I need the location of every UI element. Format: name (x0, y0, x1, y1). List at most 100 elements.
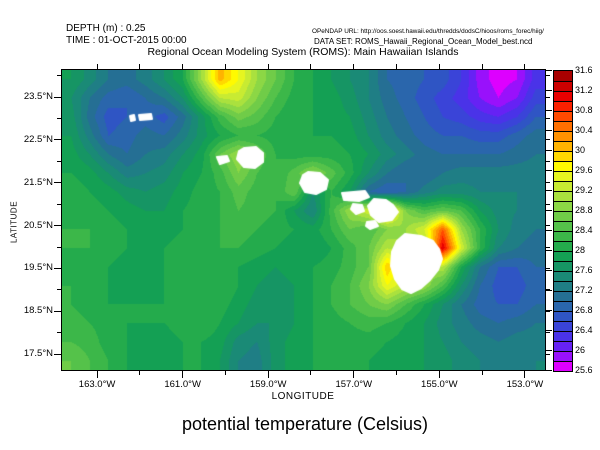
y-minor-tick (57, 117, 61, 119)
colorbar-block (554, 241, 572, 251)
x-major-tick (438, 371, 440, 378)
x-top-tick (267, 64, 269, 69)
colorbar-block (554, 341, 572, 351)
colorbar-tick (546, 209, 552, 211)
y-right-tick (546, 353, 550, 355)
x-minor-tick (481, 371, 483, 375)
x-top-tick (396, 64, 398, 69)
y-right-tick (546, 267, 550, 269)
colorbar-tick (546, 309, 552, 311)
colorbar-block (554, 181, 572, 191)
colorbar-tick (546, 249, 552, 251)
colorbar-tick-label: 28.8 (575, 205, 593, 215)
colorbar-block (554, 211, 572, 221)
colorbar-tick-label: 30.8 (575, 105, 593, 115)
y-major-tick (54, 96, 61, 98)
x-minor-tick (224, 371, 226, 375)
colorbar-block (554, 261, 572, 271)
x-major-tick (182, 371, 184, 378)
colorbar-block (554, 161, 572, 171)
colorbar-tick (546, 349, 552, 351)
colorbar-tick-label: 27.6 (575, 265, 593, 275)
colorbar-tick (546, 109, 552, 111)
x-top-tick (524, 64, 526, 69)
colorbar-block (554, 331, 572, 341)
colorbar-block (554, 111, 572, 121)
x-tick-label: 153.0°W (506, 379, 544, 390)
colorbar-tick-label: 25.6 (575, 365, 593, 375)
x-top-tick (224, 64, 226, 69)
colorbar-block (554, 91, 572, 101)
y-major-tick (54, 225, 61, 227)
x-top-tick (353, 64, 355, 69)
y-tick-label: 21.5°N (23, 176, 53, 188)
x-minor-tick (139, 371, 141, 375)
y-right-tick (546, 203, 550, 205)
y-major-tick (54, 353, 61, 355)
x-tick-label: 161.0°W (164, 379, 201, 390)
x-top-tick (96, 64, 98, 69)
x-top-tick (481, 64, 483, 69)
x-top-tick (310, 64, 312, 69)
colorbar-block (554, 191, 572, 201)
y-right-tick (546, 139, 550, 141)
y-tick-label: 23.5°N (23, 91, 53, 102)
y-tick-label: 20.5°N (23, 219, 53, 231)
x-minor-tick (396, 371, 398, 375)
y-major-tick (54, 267, 61, 269)
colorbar-tick-label: 26.8 (575, 305, 593, 315)
figure-title: Regional Ocean Modeling System (ROMS): M… (147, 46, 459, 58)
colorbar (553, 70, 573, 372)
colorbar-tick-label: 30 (575, 145, 586, 155)
x-major-tick (96, 371, 98, 378)
y-right-tick (546, 310, 550, 312)
colorbar-tick (546, 229, 552, 231)
colorbar-tick-label: 30.4 (575, 125, 593, 135)
colorbar-block (554, 361, 572, 371)
x-major-tick (524, 371, 526, 378)
x-major-tick (267, 371, 269, 378)
map-plot-frame (61, 69, 546, 371)
colorbar-block (554, 291, 572, 301)
colorbar-tick (546, 369, 552, 371)
colorbar-tick (546, 329, 552, 331)
colorbar-block (554, 171, 572, 181)
opendap-url-label: OPeNDAP URL: http://oos.soest.hawaii.edu… (312, 28, 544, 35)
y-right-tick (546, 96, 550, 98)
colorbar-tick-label: 28 (575, 245, 586, 255)
colorbar-block (554, 131, 572, 141)
y-right-tick (546, 225, 550, 227)
colorbar-block (554, 151, 572, 161)
y-major-tick (54, 182, 61, 184)
x-tick-label: 159.0°W (249, 379, 287, 390)
colorbar-tick-label: 27.2 (575, 285, 593, 295)
x-axis-title: LONGITUDE (271, 391, 335, 402)
colorbar-block (554, 251, 572, 261)
colorbar-tick (546, 289, 552, 291)
variable-caption: potential temperature (Celsius) (181, 414, 429, 434)
y-minor-tick (57, 75, 61, 77)
depth-label: DEPTH (m) : 0.25 (66, 23, 146, 34)
colorbar-block (554, 221, 572, 231)
colorbar-tick (546, 89, 552, 91)
colorbar-tick (546, 189, 552, 191)
colorbar-tick (546, 129, 552, 131)
y-minor-tick (57, 289, 61, 291)
x-tick-label: 157.0°W (335, 379, 373, 390)
colorbar-block (554, 101, 572, 111)
colorbar-tick-label: 28.4 (575, 225, 593, 235)
y-tick-label: 19.5°N (23, 262, 53, 274)
y-major-tick (54, 139, 61, 141)
colorbar-block (554, 281, 572, 291)
colorbar-tick (546, 149, 552, 151)
y-tick-label: 18.5°N (23, 305, 53, 317)
colorbar-tick-label: 29.2 (575, 185, 593, 195)
colorbar-tick (546, 169, 552, 171)
y-right-tick (546, 246, 550, 248)
x-tick-label: 163.0°W (78, 379, 116, 390)
y-minor-tick (57, 246, 61, 248)
x-top-tick (438, 64, 440, 69)
colorbar-block (554, 81, 572, 91)
colorbar-block (554, 301, 572, 311)
